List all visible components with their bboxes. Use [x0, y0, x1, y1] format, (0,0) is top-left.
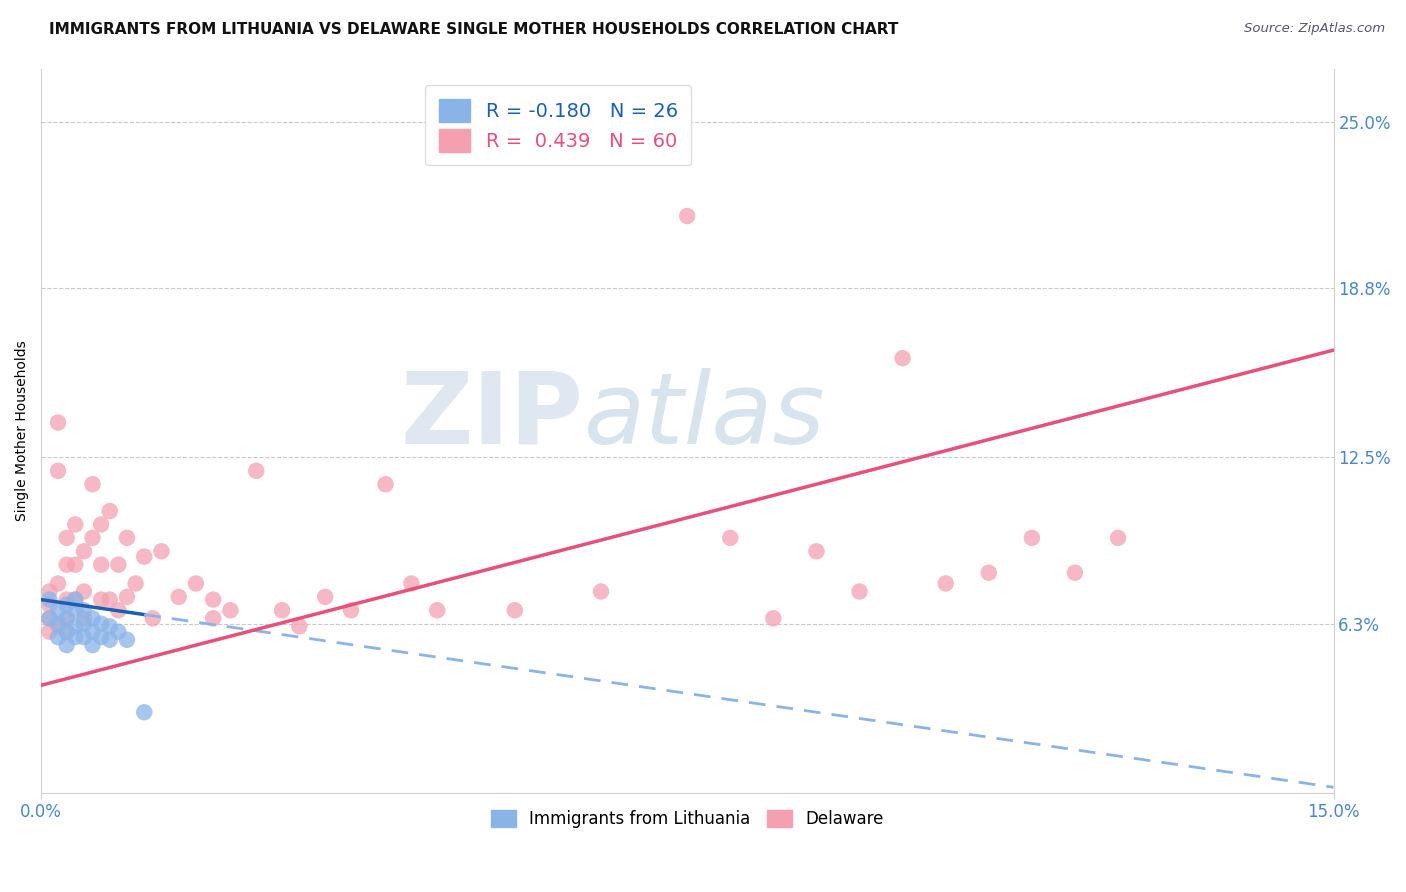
Point — [82, 531, 104, 545]
Point — [107, 558, 129, 572]
Point — [288, 619, 311, 633]
Point — [55, 531, 77, 545]
Point — [55, 624, 77, 639]
Legend: Immigrants from Lithuania, Delaware: Immigrants from Lithuania, Delaware — [484, 804, 890, 835]
Point — [73, 630, 96, 644]
Point — [245, 464, 267, 478]
Point — [1064, 566, 1087, 580]
Point — [935, 576, 957, 591]
Point — [134, 549, 156, 564]
Point — [46, 616, 69, 631]
Point — [90, 592, 112, 607]
Point — [65, 630, 87, 644]
Text: atlas: atlas — [583, 368, 825, 465]
Point — [184, 576, 207, 591]
Point — [426, 603, 449, 617]
Point — [82, 611, 104, 625]
Point — [65, 603, 87, 617]
Point — [891, 351, 914, 366]
Point — [55, 611, 77, 625]
Point — [167, 590, 190, 604]
Point — [107, 624, 129, 639]
Point — [73, 611, 96, 625]
Point — [46, 630, 69, 644]
Point — [82, 477, 104, 491]
Point — [46, 619, 69, 633]
Point — [134, 705, 156, 719]
Point — [107, 603, 129, 617]
Point — [98, 619, 121, 633]
Point — [55, 558, 77, 572]
Point — [314, 590, 336, 604]
Point — [73, 584, 96, 599]
Point — [115, 632, 138, 647]
Point — [46, 464, 69, 478]
Point — [82, 624, 104, 639]
Point — [46, 576, 69, 591]
Point — [150, 544, 173, 558]
Point — [38, 611, 60, 625]
Point — [503, 603, 526, 617]
Point — [142, 611, 165, 625]
Point — [38, 624, 60, 639]
Y-axis label: Single Mother Households: Single Mother Households — [15, 340, 30, 521]
Point — [374, 477, 396, 491]
Point — [589, 584, 612, 599]
Point — [718, 531, 741, 545]
Point — [1021, 531, 1043, 545]
Point — [271, 603, 294, 617]
Point — [90, 558, 112, 572]
Point — [55, 611, 77, 625]
Point — [98, 504, 121, 518]
Point — [115, 531, 138, 545]
Point — [90, 517, 112, 532]
Point — [124, 576, 146, 591]
Point — [65, 592, 87, 607]
Point — [90, 630, 112, 644]
Text: IMMIGRANTS FROM LITHUANIA VS DELAWARE SINGLE MOTHER HOUSEHOLDS CORRELATION CHART: IMMIGRANTS FROM LITHUANIA VS DELAWARE SI… — [49, 22, 898, 37]
Point — [38, 598, 60, 612]
Point — [401, 576, 423, 591]
Point — [806, 544, 828, 558]
Point — [848, 584, 870, 599]
Point — [55, 592, 77, 607]
Point — [73, 616, 96, 631]
Point — [219, 603, 242, 617]
Point — [340, 603, 363, 617]
Point — [38, 584, 60, 599]
Point — [977, 566, 1000, 580]
Point — [202, 611, 225, 625]
Point — [38, 592, 60, 607]
Text: ZIP: ZIP — [401, 368, 583, 465]
Point — [82, 638, 104, 652]
Text: Source: ZipAtlas.com: Source: ZipAtlas.com — [1244, 22, 1385, 36]
Point — [98, 632, 121, 647]
Point — [55, 598, 77, 612]
Point — [65, 558, 87, 572]
Point — [202, 592, 225, 607]
Point — [115, 590, 138, 604]
Point — [65, 592, 87, 607]
Point — [98, 592, 121, 607]
Point — [762, 611, 785, 625]
Point — [55, 638, 77, 652]
Point — [1107, 531, 1129, 545]
Point — [90, 616, 112, 631]
Point — [55, 624, 77, 639]
Point — [46, 416, 69, 430]
Point — [65, 619, 87, 633]
Point — [676, 209, 699, 223]
Point — [73, 603, 96, 617]
Point — [38, 611, 60, 625]
Point — [65, 517, 87, 532]
Point — [46, 603, 69, 617]
Point — [73, 544, 96, 558]
